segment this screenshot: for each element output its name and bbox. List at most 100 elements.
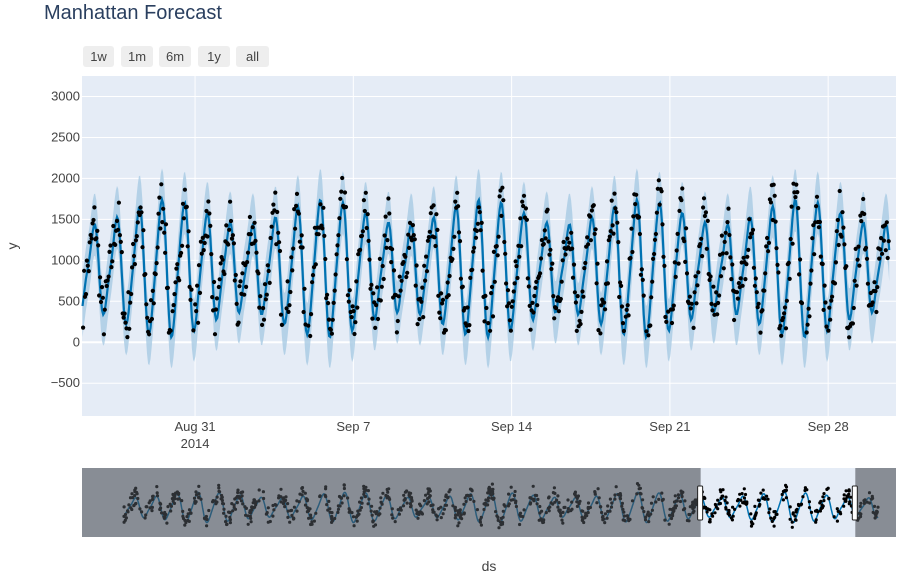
data-point (805, 322, 810, 327)
data-point (153, 272, 158, 277)
data-point (591, 203, 596, 208)
data-point (573, 300, 579, 305)
data-point (450, 257, 455, 262)
data-point (545, 207, 550, 212)
data-point (403, 254, 408, 259)
data-point (443, 328, 448, 333)
data-point (271, 202, 276, 207)
data-point (210, 295, 215, 300)
data-point (611, 231, 616, 236)
data-point (790, 241, 795, 246)
range-button-1m[interactable]: 1m (121, 46, 153, 67)
data-point (495, 253, 500, 258)
data-point (796, 206, 801, 211)
data-point (471, 249, 476, 254)
slider-point (791, 512, 795, 516)
data-point (687, 294, 693, 299)
data-point (719, 233, 725, 238)
data-point (521, 193, 527, 198)
data-point (841, 225, 846, 230)
data-point (882, 223, 888, 228)
data-point (760, 308, 765, 313)
data-point (432, 235, 437, 240)
data-point (491, 249, 496, 254)
data-point (199, 251, 204, 256)
data-point (847, 335, 852, 340)
data-point (373, 325, 378, 330)
data-point (696, 270, 701, 275)
data-point (547, 252, 552, 257)
data-point (170, 309, 175, 314)
data-point (799, 301, 805, 306)
data-point (489, 291, 494, 296)
data-point (701, 205, 706, 210)
data-point (650, 279, 655, 284)
data-point (718, 274, 724, 279)
slider-point (839, 512, 843, 516)
slider-point (762, 496, 766, 500)
data-point (837, 188, 842, 194)
data-point (363, 190, 368, 195)
data-point (299, 233, 304, 238)
data-point (779, 333, 784, 338)
data-point (230, 233, 235, 238)
data-point (134, 234, 139, 239)
slider-point (822, 499, 826, 503)
data-point (145, 315, 150, 320)
data-point (252, 220, 257, 225)
data-point (575, 294, 580, 299)
range-button-all[interactable]: all (236, 46, 269, 67)
data-point (81, 325, 86, 330)
slider-point (827, 497, 831, 501)
data-point (741, 255, 746, 260)
data-point (682, 239, 687, 244)
data-point (621, 328, 627, 334)
data-point (542, 228, 547, 233)
data-point (478, 228, 483, 233)
data-point (163, 250, 168, 255)
data-point (850, 321, 856, 326)
data-point (455, 190, 460, 195)
data-point (296, 211, 301, 216)
data-point (127, 326, 132, 331)
data-point (212, 332, 218, 337)
data-point (365, 212, 370, 217)
data-point (207, 211, 212, 216)
data-point (460, 284, 465, 289)
data-point (679, 198, 684, 203)
data-point (821, 307, 826, 312)
data-point (440, 297, 446, 302)
data-point (883, 248, 888, 253)
data-point (123, 320, 128, 325)
data-point (410, 223, 415, 228)
data-point (788, 236, 793, 242)
data-point (366, 238, 371, 243)
data-point (89, 236, 94, 241)
data-point (401, 260, 406, 265)
slider-point (844, 497, 848, 501)
range-button-1y[interactable]: 1y (198, 46, 230, 67)
data-point (701, 196, 707, 201)
data-point (202, 240, 207, 246)
range-button-6m[interactable]: 6m (159, 46, 191, 67)
data-point (856, 244, 861, 249)
slider-point (753, 504, 757, 508)
data-point (607, 234, 612, 239)
data-point (525, 276, 530, 281)
data-point (453, 199, 458, 204)
data-point (795, 190, 800, 195)
slider-point (796, 502, 801, 507)
data-point (574, 328, 579, 333)
data-point (474, 228, 479, 233)
data-point (582, 266, 587, 271)
range-slider[interactable] (82, 468, 896, 537)
data-point (675, 231, 680, 236)
data-point (669, 320, 675, 326)
data-point (361, 198, 366, 203)
range-button-1w[interactable]: 1w (83, 46, 114, 67)
data-point (539, 238, 545, 243)
data-point (214, 296, 219, 301)
data-point (339, 189, 344, 194)
data-point (503, 251, 508, 256)
data-point (149, 316, 154, 322)
